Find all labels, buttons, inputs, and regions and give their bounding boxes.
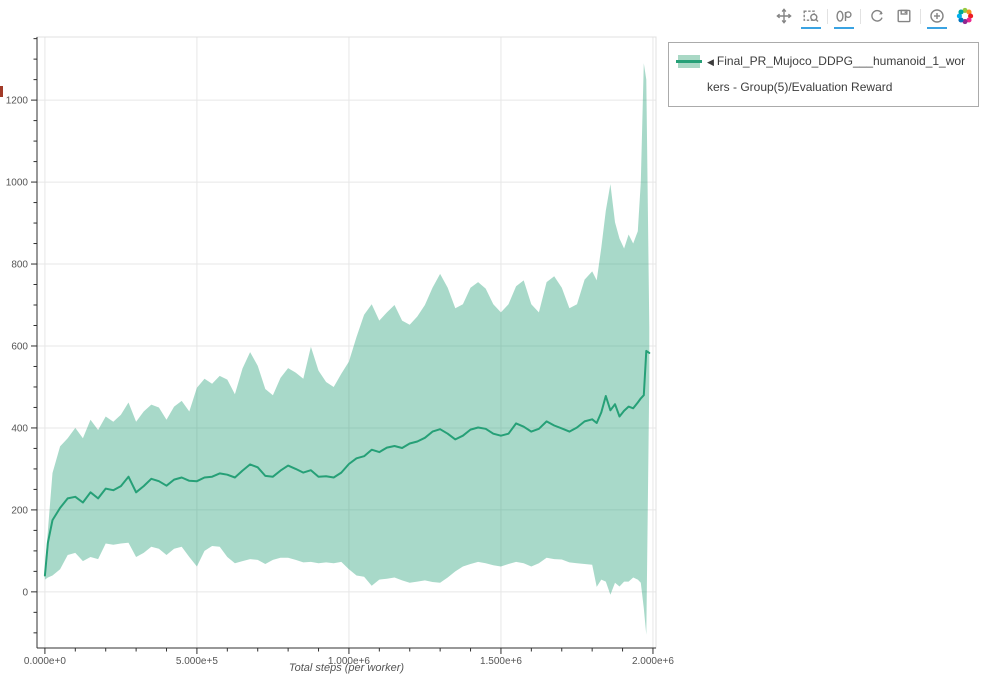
svg-text:400: 400 <box>11 423 28 434</box>
save-icon <box>897 9 911 23</box>
legend-label-text: Final_PR_Mujoco_DDPG___humanoid_1_worker… <box>707 54 966 94</box>
save-tool-button[interactable] <box>893 4 915 28</box>
clipped-y-axis-label <box>0 86 3 97</box>
box-zoom-tool-button[interactable] <box>800 4 822 29</box>
svg-text:600: 600 <box>11 341 28 352</box>
box-zoom-icon <box>803 10 818 22</box>
svg-text:0: 0 <box>22 587 28 598</box>
toolbar-separator <box>860 8 861 24</box>
hover-tool-button[interactable] <box>926 4 948 29</box>
svg-text:1200: 1200 <box>6 96 29 107</box>
svg-text:1000: 1000 <box>6 178 29 189</box>
bokeh-logo-icon[interactable] <box>953 4 977 28</box>
toolbar-separator <box>827 8 828 24</box>
legend-swatch-band-icon <box>676 55 702 68</box>
legend-item[interactable]: ◀ Final_PR_Mujoco_DDPG___humanoid_1_worke… <box>676 49 970 100</box>
hover-icon <box>930 9 944 23</box>
pan-tool-button[interactable] <box>773 4 795 28</box>
legend-label: ◀ Final_PR_Mujoco_DDPG___humanoid_1_worke… <box>707 49 970 100</box>
wheel-zoom-tool-button[interactable] <box>833 4 855 29</box>
toolbar <box>773 4 977 29</box>
reset-tool-button[interactable] <box>866 4 888 28</box>
svg-text:0.000e+0: 0.000e+0 <box>24 656 66 667</box>
legend: ◀ Final_PR_Mujoco_DDPG___humanoid_1_worke… <box>668 42 979 107</box>
legend-collapse-marker: ◀ <box>707 57 714 67</box>
legend-swatch-line-icon <box>676 60 702 63</box>
reset-icon <box>871 9 883 22</box>
svg-text:5.000e+5: 5.000e+5 <box>176 656 218 667</box>
svg-text:1.000e+6: 1.000e+6 <box>328 656 370 667</box>
svg-text:1.500e+6: 1.500e+6 <box>480 656 522 667</box>
svg-text:2.000e+6: 2.000e+6 <box>632 656 674 667</box>
pan-icon <box>776 8 792 24</box>
svg-text:200: 200 <box>11 505 28 516</box>
series-mean-line <box>43 349 651 577</box>
svg-text:800: 800 <box>11 260 28 271</box>
series-band <box>44 63 650 635</box>
x-axis-title: Total steps (per worker) <box>288 662 405 674</box>
toolbar-separator <box>920 8 921 24</box>
wheel-zoom-icon <box>835 10 852 22</box>
